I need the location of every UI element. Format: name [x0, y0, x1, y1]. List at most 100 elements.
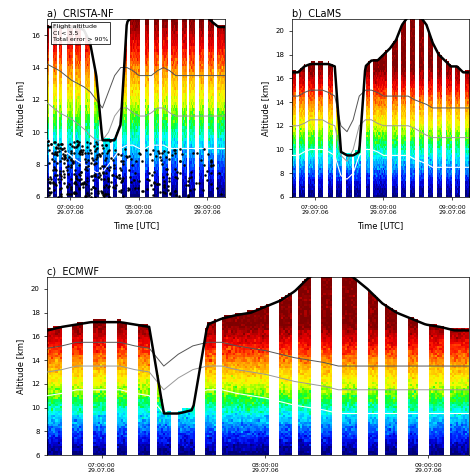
- Point: [96, 151, 103, 158]
- Point: [53, 166, 60, 173]
- Point: [75, 161, 82, 169]
- Point: [189, 149, 197, 157]
- Point: [67, 155, 75, 163]
- Point: [118, 177, 126, 184]
- Point: [96, 171, 104, 179]
- Point: [51, 163, 58, 171]
- Point: [71, 149, 78, 156]
- Point: [56, 167, 64, 175]
- Point: [58, 140, 66, 148]
- Point: [88, 193, 95, 201]
- Point: [60, 155, 67, 163]
- Point: [93, 154, 101, 161]
- Point: [79, 180, 86, 187]
- Point: [218, 190, 225, 198]
- Point: [60, 170, 67, 178]
- Point: [193, 150, 201, 157]
- Point: [101, 156, 109, 164]
- Point: [52, 181, 60, 188]
- Point: [165, 177, 173, 185]
- Point: [145, 176, 153, 184]
- Point: [66, 140, 74, 148]
- Point: [187, 168, 195, 176]
- Point: [47, 189, 55, 196]
- Point: [139, 157, 146, 165]
- Point: [201, 171, 209, 179]
- Point: [70, 180, 77, 187]
- Point: [154, 180, 161, 188]
- Point: [103, 164, 111, 172]
- Point: [118, 179, 125, 186]
- Point: [117, 166, 124, 173]
- Point: [77, 146, 84, 154]
- Point: [71, 170, 78, 178]
- Point: [148, 171, 155, 179]
- Point: [44, 141, 52, 149]
- Point: [209, 161, 217, 168]
- Point: [102, 141, 110, 148]
- Point: [50, 186, 58, 194]
- Point: [77, 180, 85, 188]
- Point: [72, 178, 79, 185]
- Point: [123, 153, 131, 161]
- Point: [154, 180, 161, 188]
- Point: [113, 173, 121, 181]
- Point: [162, 154, 170, 161]
- Point: [57, 176, 65, 183]
- Point: [84, 162, 92, 170]
- Point: [134, 184, 142, 191]
- Point: [101, 190, 109, 198]
- Point: [162, 189, 169, 197]
- Point: [78, 175, 85, 183]
- Point: [139, 188, 146, 195]
- Point: [86, 139, 94, 147]
- Point: [142, 146, 150, 154]
- Point: [68, 142, 75, 150]
- Point: [114, 150, 122, 158]
- Point: [177, 145, 184, 152]
- Point: [149, 191, 156, 199]
- Point: [108, 155, 115, 162]
- Point: [90, 171, 98, 179]
- X-axis label: Time [UTC]: Time [UTC]: [357, 221, 404, 230]
- Point: [93, 140, 100, 148]
- Point: [73, 176, 81, 183]
- Point: [73, 142, 81, 150]
- Y-axis label: Altitude [km]: Altitude [km]: [261, 80, 270, 136]
- Point: [104, 178, 111, 185]
- Point: [151, 168, 158, 176]
- Point: [56, 144, 64, 151]
- Point: [147, 182, 155, 189]
- Point: [61, 153, 69, 161]
- Point: [89, 183, 97, 191]
- Point: [92, 145, 100, 153]
- Point: [82, 180, 90, 188]
- Point: [76, 139, 83, 146]
- Point: [99, 149, 106, 157]
- Point: [186, 186, 194, 193]
- Point: [67, 185, 74, 193]
- Point: [118, 176, 126, 184]
- Point: [126, 173, 134, 181]
- Point: [71, 167, 79, 174]
- Point: [119, 192, 127, 200]
- Point: [106, 182, 113, 190]
- Point: [57, 140, 65, 148]
- Point: [156, 188, 164, 196]
- Point: [149, 146, 157, 154]
- Point: [70, 139, 77, 146]
- Point: [51, 165, 59, 173]
- Point: [103, 149, 111, 156]
- Point: [70, 189, 78, 197]
- Point: [95, 187, 102, 194]
- Point: [83, 174, 91, 182]
- Point: [116, 164, 124, 171]
- Point: [109, 156, 117, 164]
- Point: [99, 163, 106, 170]
- Point: [97, 151, 104, 159]
- Point: [95, 170, 103, 177]
- Point: [90, 176, 97, 183]
- Point: [155, 149, 163, 157]
- Point: [173, 191, 180, 198]
- Point: [164, 182, 172, 190]
